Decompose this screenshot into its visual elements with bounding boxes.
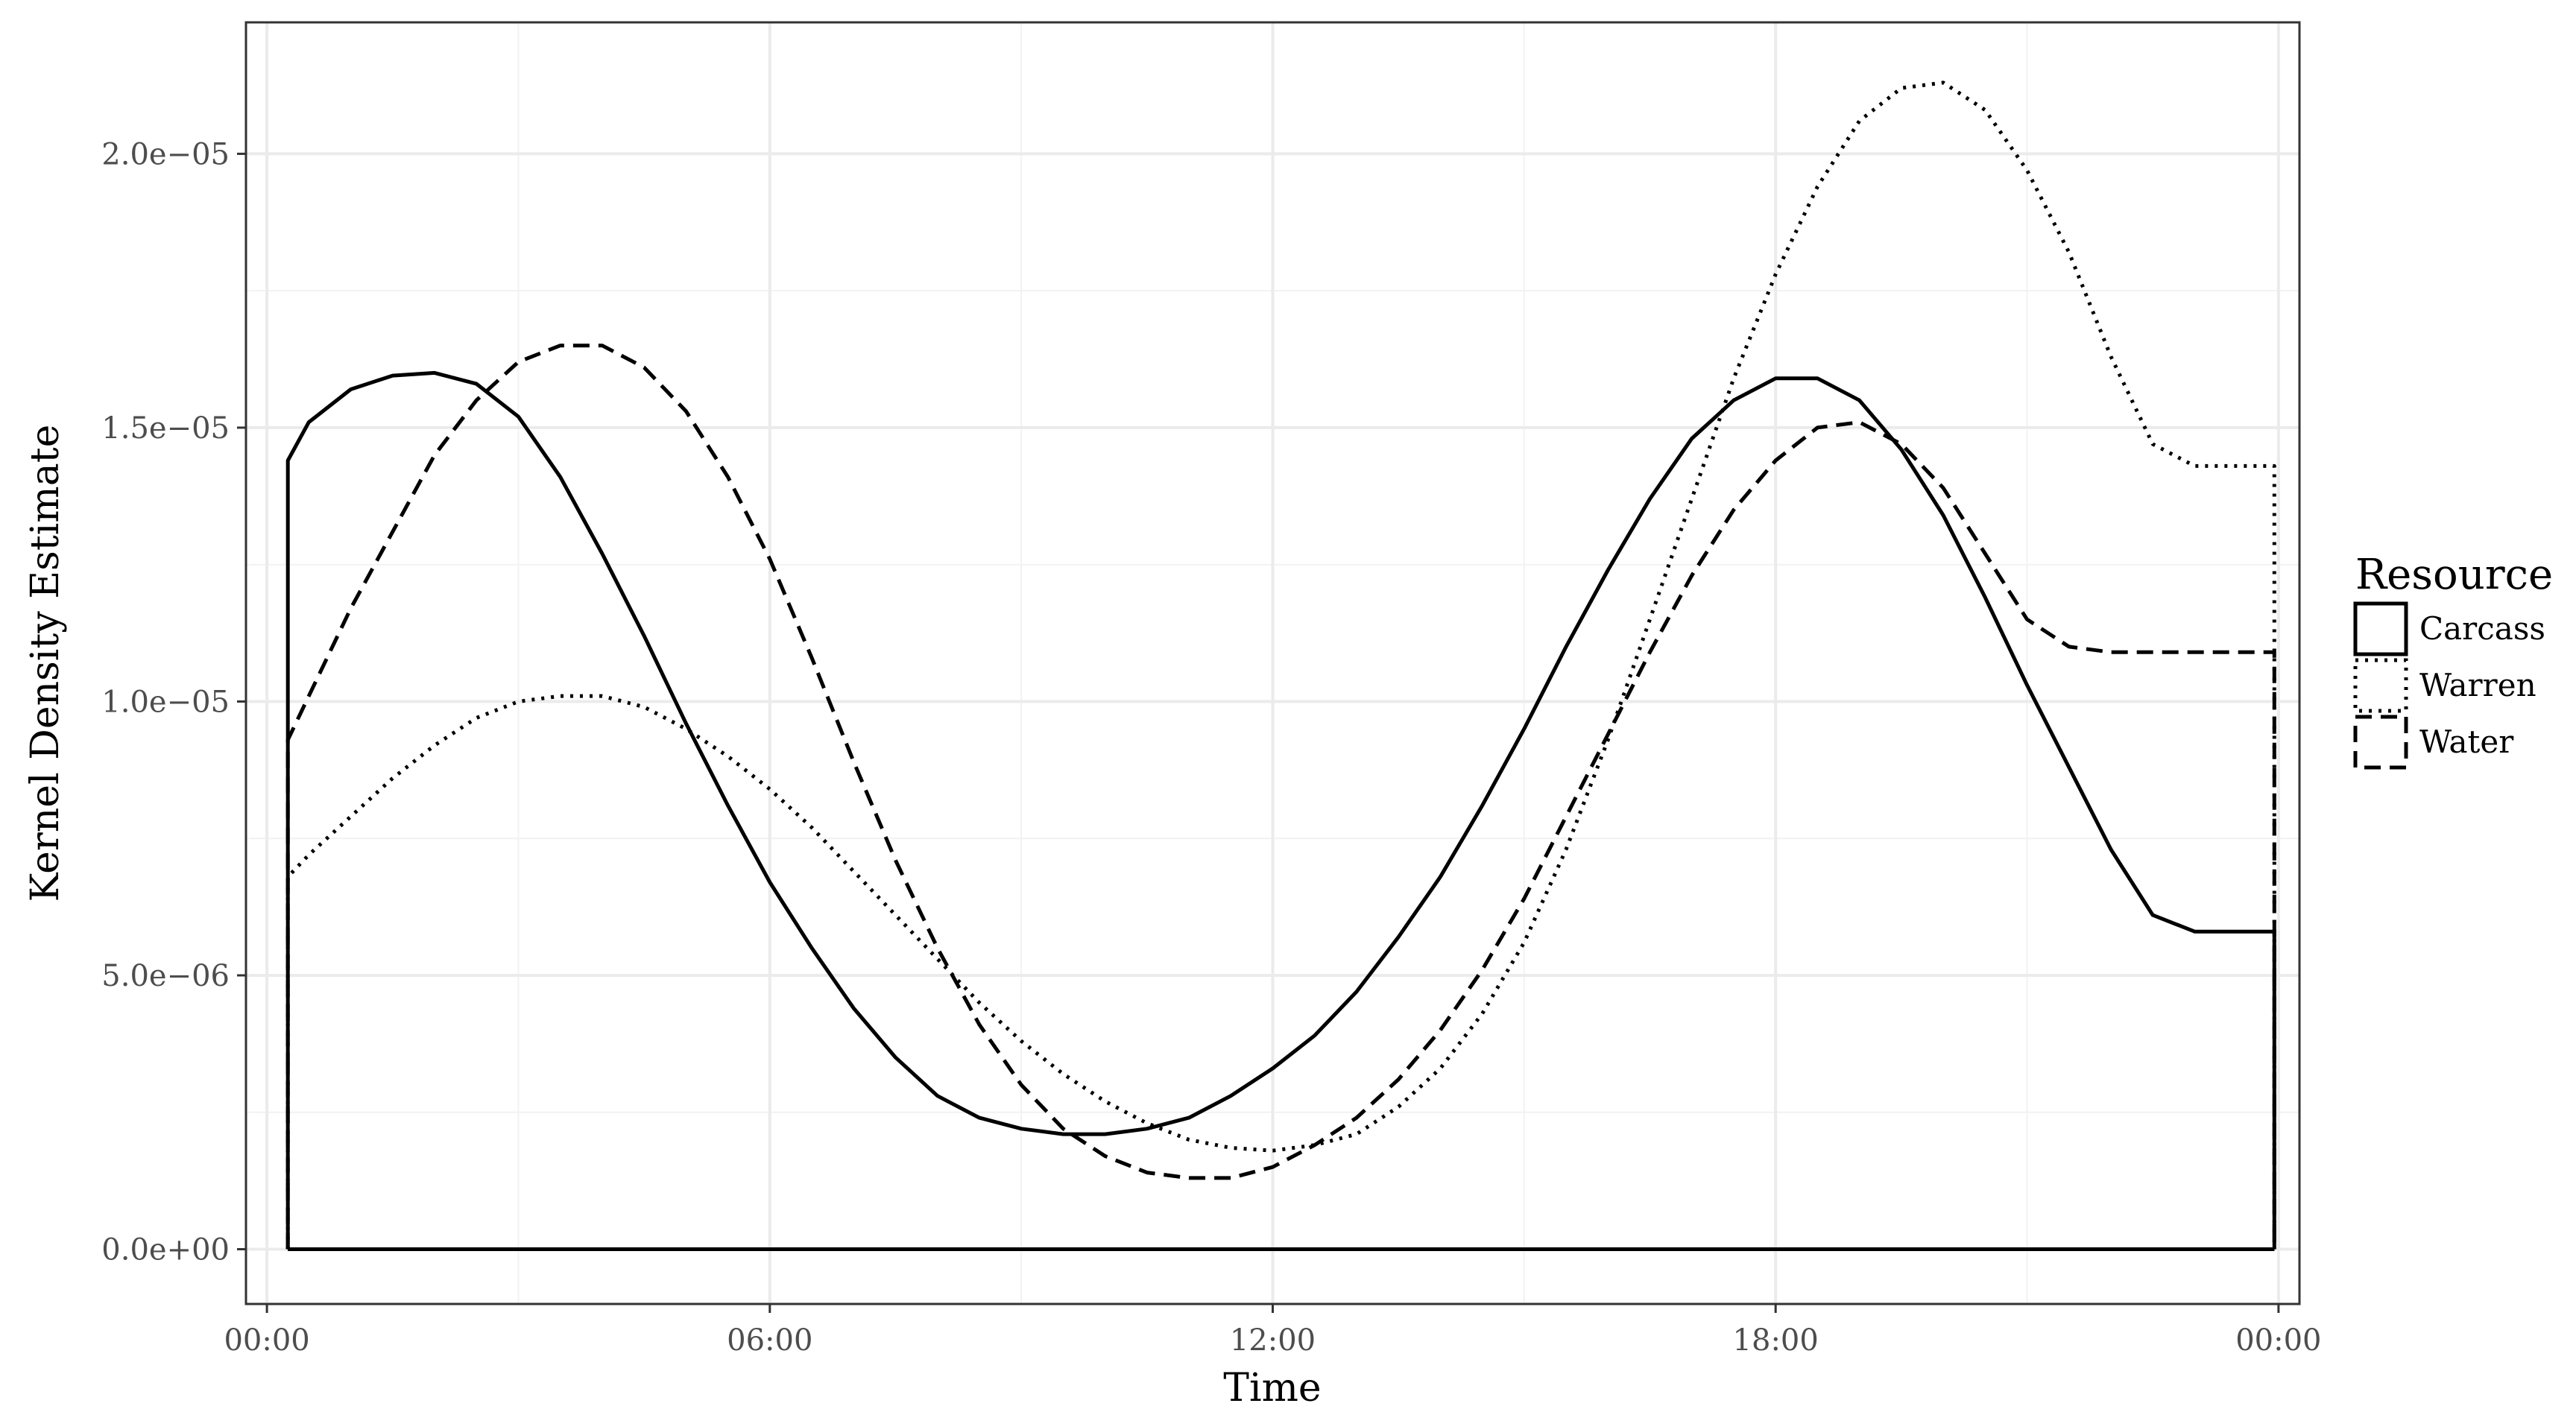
y-tick-label: 0.0e+00 — [101, 1232, 230, 1267]
legend-title: Resource — [2355, 551, 2553, 599]
legend-item-warren: Warren — [2353, 658, 2536, 713]
x-tick-label: 00:00 — [224, 1323, 309, 1358]
y-tick-label: 5.0e−06 — [101, 959, 230, 993]
legend-keys: Carcass Warren Water — [2353, 601, 2545, 770]
series-lines — [285, 80, 2276, 1250]
x-tick-label: 12:00 — [1230, 1323, 1316, 1358]
x-axis: 00:00 06:00 12:00 18:00 00:00 — [224, 1304, 2322, 1358]
legend-item-water: Water — [2353, 715, 2514, 770]
y-axis-title: Kernel Density Estimate — [23, 425, 68, 902]
y-tick-label: 2.0e−05 — [101, 137, 230, 171]
y-tick-label: 1.5e−05 — [101, 411, 230, 446]
legend-key-carcass — [2353, 601, 2408, 656]
x-tick-label: 06:00 — [727, 1323, 812, 1358]
legend-label-water: Water — [2419, 724, 2514, 760]
legend: Resource Carcass Warren Water — [2353, 551, 2553, 770]
legend-label-warren: Warren — [2419, 667, 2536, 703]
legend-label-carcass: Carcass — [2419, 610, 2545, 647]
series-line-water — [285, 344, 2276, 1250]
legend-key-warren — [2353, 658, 2408, 713]
x-tick-label: 00:00 — [2235, 1323, 2321, 1358]
series-line-warren — [285, 80, 2276, 1250]
series-line-carcass — [285, 370, 2276, 1250]
legend-item-carcass: Carcass — [2353, 601, 2545, 656]
y-tick-label: 1.0e−05 — [101, 685, 230, 719]
legend-key-water — [2353, 715, 2408, 770]
x-axis-title: Time — [1223, 1366, 1321, 1411]
x-tick-label: 18:00 — [1733, 1323, 1819, 1358]
y-axis: 0.0e+00 5.0e−06 1.0e−05 1.5e−05 2.0e−05 — [101, 137, 246, 1267]
